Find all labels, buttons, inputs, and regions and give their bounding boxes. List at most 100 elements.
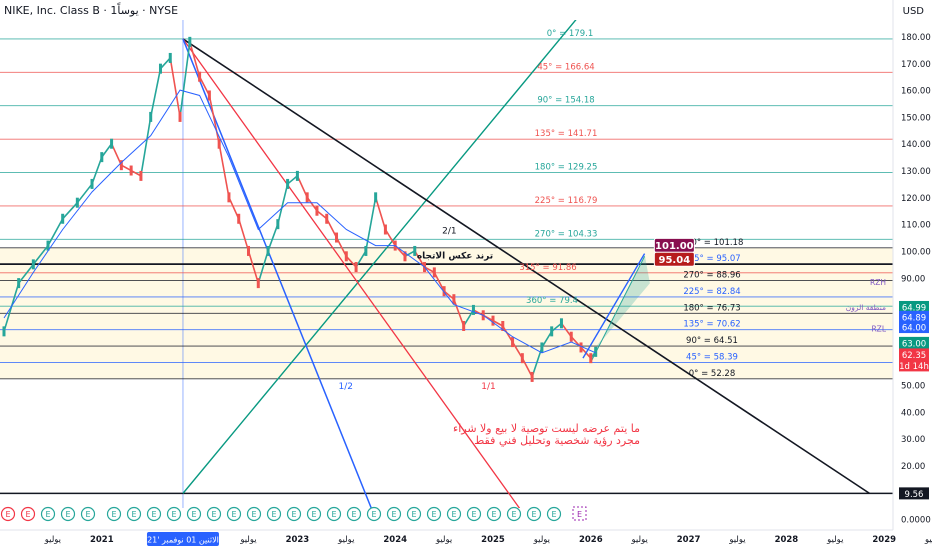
y-axis[interactable]: 180.00 170.00 160.00 150.00 140.00 130.00 120.…: [892, 0, 931, 530]
x-tick-label: 2024: [383, 535, 407, 545]
price-candle: [110, 138, 114, 149]
price-badge: [899, 336, 929, 349]
x-tick-label: يوليو: [337, 535, 355, 545]
earnings-event-icon[interactable]: E: [406, 506, 422, 522]
earnings-event-icon[interactable]: E: [186, 506, 202, 522]
price-candle: [100, 152, 104, 163]
earnings-icon-letter: E: [111, 510, 116, 519]
earnings-event-icon[interactable]: E: [166, 506, 182, 522]
price-segment: [208, 95, 220, 144]
earnings-icon-circle: [266, 506, 282, 522]
y-tick-label: 160.00: [901, 87, 931, 97]
earnings-icon-letter: E: [151, 510, 156, 519]
earnings-event-icon[interactable]: E: [40, 506, 56, 522]
earnings-event-icon[interactable]: E: [60, 506, 76, 522]
fan-label: 1/1: [481, 382, 495, 392]
price-candle: [237, 213, 241, 224]
price-segment: [130, 169, 142, 177]
earnings-event-icon[interactable]: E: [366, 506, 382, 522]
x-tick-label: يوليو: [826, 535, 844, 545]
price-segment: [414, 250, 426, 268]
price-badge: [899, 348, 929, 361]
earnings-event-icon[interactable]: E: [286, 506, 302, 522]
earnings-icon-circle: [466, 506, 482, 522]
price-segment: [110, 143, 123, 166]
level-label: 270° = 104.33: [535, 229, 598, 239]
price-candle: [2, 326, 6, 337]
price-candle: [520, 353, 524, 364]
price-candle: [247, 245, 250, 256]
price-segment: [62, 202, 78, 220]
price-segment: [433, 272, 445, 292]
price-candle: [295, 170, 299, 181]
target-label-high: 101.00: [655, 241, 694, 252]
earnings-event-icon[interactable]: E: [266, 506, 282, 522]
projection-line: [590, 256, 646, 363]
earnings-icon-letter: E: [331, 510, 336, 519]
price-badge-label: 64.99: [902, 303, 926, 313]
x-tick-label: 2021: [90, 535, 114, 545]
symbol-title[interactable]: NIKE, Inc. Class B · 1يوساً · NYSE: [4, 4, 179, 17]
price-segment: [32, 245, 49, 265]
level-label: 0° = 52.28: [689, 369, 736, 379]
earnings-event-icon[interactable]: E: [326, 506, 342, 522]
earnings-event-icon[interactable]: E: [506, 506, 522, 522]
earnings-event-icon[interactable]: E: [20, 506, 36, 522]
x-tick-label: 2025: [481, 535, 505, 545]
earnings-icon-letter: E: [25, 510, 30, 519]
price-candle: [491, 315, 495, 326]
price-candle: [188, 36, 192, 47]
earnings-event-icon[interactable]: E: [146, 506, 162, 522]
price-candle: [90, 178, 94, 189]
y-tick-label: 0.0000: [901, 516, 931, 526]
earnings-icon-box: [572, 506, 587, 521]
earnings-event-icon[interactable]: E: [526, 506, 542, 522]
earnings-event-icon[interactable]: E: [306, 506, 322, 522]
earnings-event-icon[interactable]: E: [426, 506, 442, 522]
earnings-event-icon[interactable]: E: [80, 506, 96, 522]
price-segment: [247, 250, 260, 284]
side-tag: منطقة الزون: [846, 303, 886, 312]
earnings-icon-circle: [126, 506, 142, 522]
earnings-event-icon[interactable]: E: [346, 506, 362, 522]
price-candle: [511, 337, 515, 348]
price-segment: [218, 143, 230, 198]
price-badge-label: 64.89: [902, 313, 926, 323]
earnings-event-icon[interactable]: E: [226, 506, 242, 522]
x-tick-label: يوليو: [44, 535, 62, 545]
price-candle: [579, 342, 583, 353]
price-candle: [540, 342, 544, 353]
earnings-event-icon[interactable]: E: [246, 506, 262, 522]
earnings-event-icon[interactable]: E: [546, 506, 562, 522]
level-label: 225° = 82.84: [683, 287, 740, 297]
level-label: 225° = 116.79: [535, 196, 598, 206]
earnings-event-icon[interactable]: E: [386, 506, 402, 522]
earnings-icon-letter: E: [45, 510, 50, 519]
earnings-event-icon[interactable]: E: [106, 506, 122, 522]
earnings-event-icon[interactable]: E: [206, 506, 222, 522]
earnings-event-icon[interactable]: E: [446, 506, 462, 522]
price-badge-label: 1d 14h: [899, 362, 929, 372]
price-candle: [413, 245, 417, 256]
earnings-icon-circle: [366, 506, 382, 522]
price-candle: [325, 213, 329, 224]
level-label: 315° = 91.86: [519, 263, 576, 273]
earnings-event-icon[interactable]: E: [0, 506, 16, 522]
price-candle: [315, 205, 319, 216]
earnings-event-icon-upcoming[interactable]: E: [572, 506, 587, 521]
price-candle: [559, 318, 563, 329]
x-tick-label: يوليو: [239, 535, 257, 545]
x-axis[interactable]: يوليو 2021 يوليو 2023 يوليو 2024 يوليو 2025 يولي…: [0, 529, 932, 545]
y-tick-label: 50.00: [901, 381, 925, 391]
price-segment: [551, 322, 562, 332]
earnings-event-icon[interactable]: E: [126, 506, 142, 522]
earnings-event-icon[interactable]: E: [486, 506, 502, 522]
x-tick-label: 2023: [286, 535, 310, 545]
currency-label[interactable]: USD: [902, 6, 924, 17]
hline-badge-label: 9.56: [905, 490, 924, 500]
earnings-event-icon[interactable]: E: [466, 506, 482, 522]
earnings-icon-letter: E: [131, 510, 136, 519]
price-segment: [149, 68, 162, 118]
